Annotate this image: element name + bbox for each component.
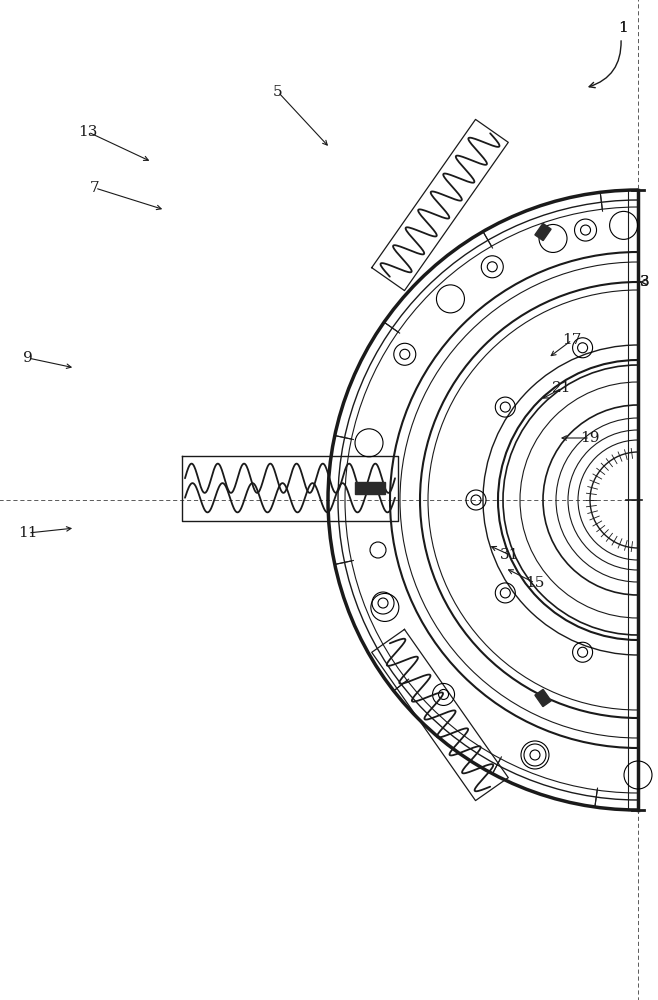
Polygon shape — [535, 689, 551, 707]
Text: 9: 9 — [23, 351, 33, 365]
Text: 3: 3 — [640, 275, 650, 289]
Text: 3: 3 — [640, 275, 650, 289]
Text: 31: 31 — [500, 548, 520, 562]
Text: 7: 7 — [90, 181, 100, 195]
Text: 11: 11 — [18, 526, 38, 540]
Text: 1: 1 — [618, 21, 628, 35]
Text: 1: 1 — [618, 21, 628, 35]
Polygon shape — [535, 223, 551, 241]
Text: 19: 19 — [580, 431, 599, 445]
Text: 21: 21 — [552, 381, 572, 395]
Text: 13: 13 — [78, 125, 97, 139]
Text: 17: 17 — [563, 333, 582, 347]
Text: 15: 15 — [525, 576, 545, 590]
Polygon shape — [355, 482, 385, 494]
Text: 5: 5 — [273, 85, 283, 99]
